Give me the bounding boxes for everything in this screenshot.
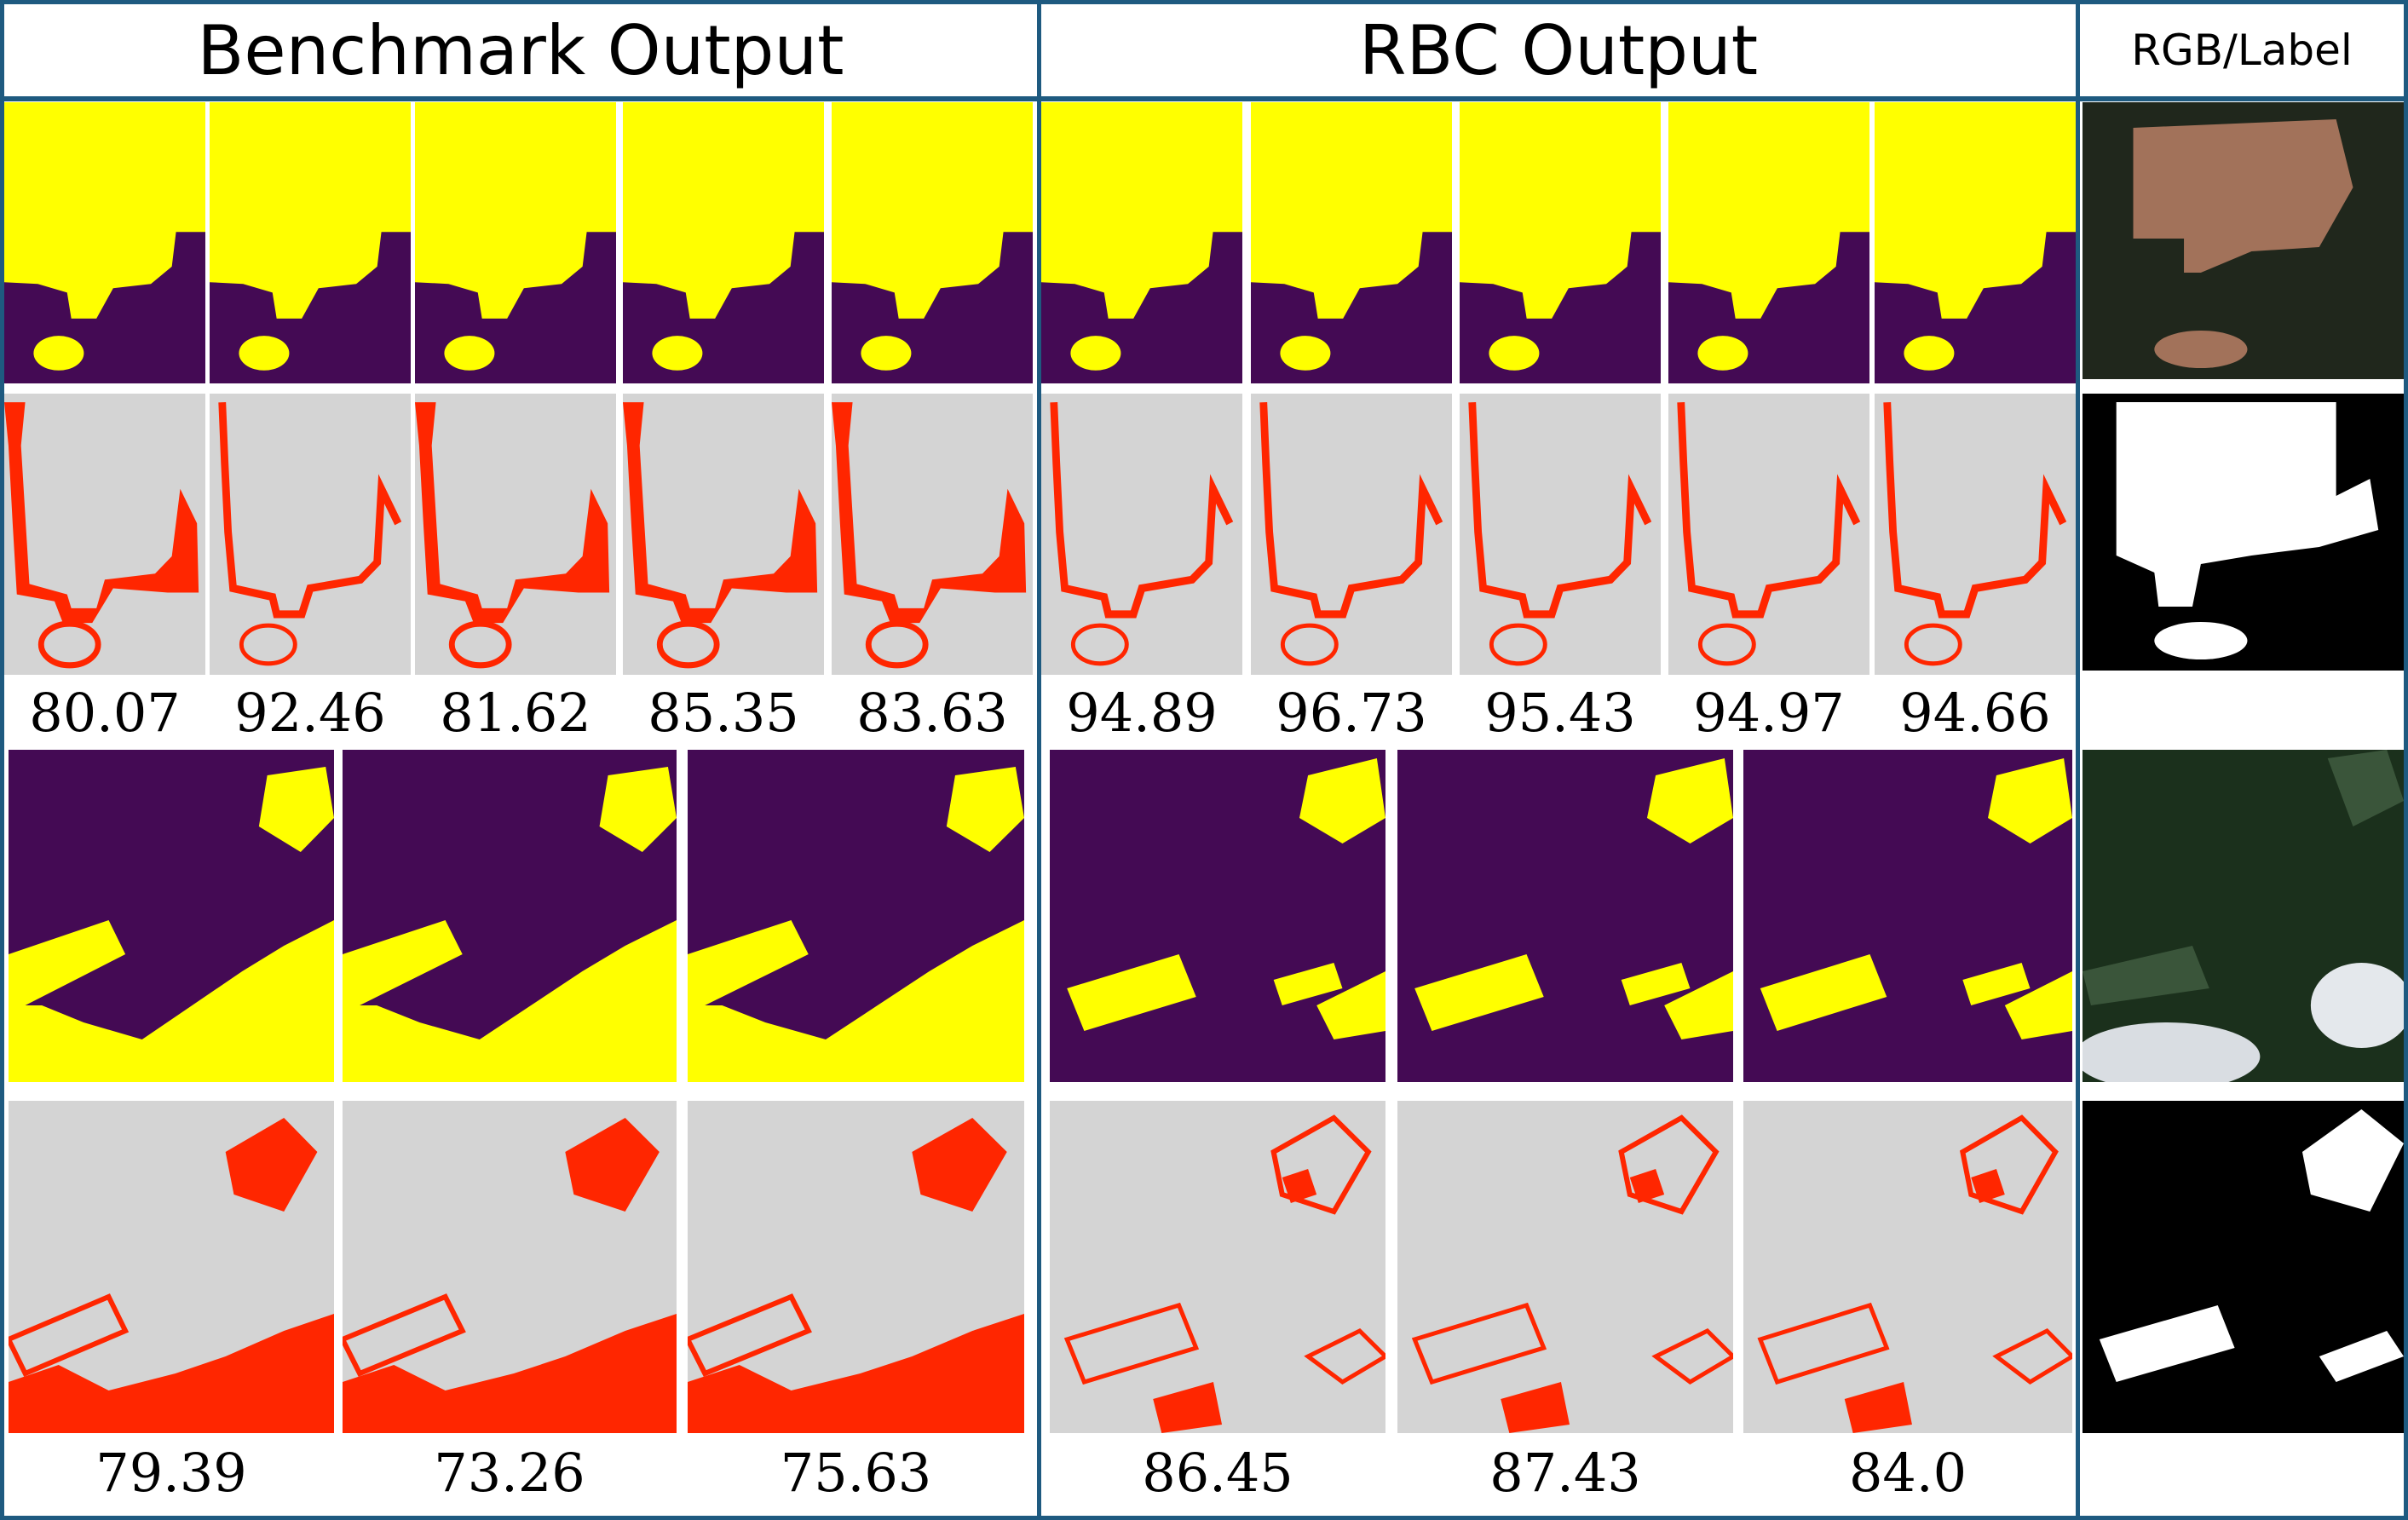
benchmark-s2-error-3 — [688, 1101, 1024, 1433]
header-divider — [0, 96, 2408, 101]
benchmark-s1-error-4 — [623, 394, 824, 675]
rbc-s1-prediction-3 — [1460, 102, 1661, 383]
rbc-s1-prediction-5 — [1875, 102, 2076, 383]
benchmark-s1-error-3 — [415, 394, 616, 675]
benchmark-s2-prediction-1 — [9, 750, 334, 1082]
benchmark-s2-score-1: 79.39 — [95, 1442, 247, 1504]
rbc-s1-score-1: 94.89 — [1066, 682, 1218, 744]
label-image-1 — [2083, 394, 2404, 671]
rbc-s1-score-2: 96.73 — [1276, 682, 1427, 744]
rbc-s1-score-4: 94.97 — [1693, 682, 1845, 744]
benchmark-s1-score-1: 80.07 — [29, 682, 181, 744]
benchmark-s1-prediction-5 — [832, 102, 1033, 383]
rbc-header: RBC Output — [1358, 10, 1759, 90]
benchmark-s2-prediction-2 — [343, 750, 677, 1082]
rbc-s2-prediction-1 — [1050, 750, 1385, 1082]
rgb-image-1 — [2083, 102, 2404, 379]
benchmark-s1-error-1 — [4, 394, 205, 675]
rbc-s2-error-1 — [1050, 1101, 1385, 1433]
rgb-image-2 — [2083, 750, 2404, 1082]
rbc-s1-error-2 — [1251, 394, 1452, 675]
benchmark-s2-score-3: 75.63 — [780, 1442, 932, 1504]
rbc-s2-score-1: 86.45 — [1142, 1442, 1293, 1504]
benchmark-s1-score-4: 85.35 — [648, 682, 799, 744]
benchmark-s2-prediction-3 — [688, 750, 1024, 1082]
benchmark-header: Benchmark Output — [197, 10, 844, 90]
rbc-s2-score-2: 87.43 — [1489, 1442, 1641, 1504]
benchmark-s1-prediction-1 — [4, 102, 205, 383]
benchmark-s1-error-5 — [832, 394, 1033, 675]
benchmark-s1-error-2 — [210, 394, 411, 675]
rbc-s2-error-2 — [1397, 1101, 1733, 1433]
benchmark-s2-error-1 — [9, 1101, 334, 1433]
rbc-s1-prediction-1 — [1041, 102, 1242, 383]
benchmark-s2-score-2: 73.26 — [434, 1442, 585, 1504]
benchmark-s1-prediction-3 — [415, 102, 616, 383]
reference-panel — [2076, 0, 2408, 1520]
rbc-s2-error-3 — [1743, 1101, 2072, 1433]
label-image-2 — [2083, 1101, 2404, 1433]
benchmark-s1-score-3: 81.62 — [440, 682, 591, 744]
rbc-s1-score-3: 95.43 — [1484, 682, 1636, 744]
benchmark-s1-prediction-2 — [210, 102, 411, 383]
reference-header: RGB/Label — [2131, 26, 2353, 75]
benchmark-s2-error-2 — [343, 1101, 677, 1433]
rbc-s1-error-3 — [1460, 394, 1661, 675]
rbc-s1-error-5 — [1875, 394, 2076, 675]
rbc-s2-prediction-2 — [1397, 750, 1733, 1082]
rbc-s1-prediction-2 — [1251, 102, 1452, 383]
benchmark-s1-score-5: 83.63 — [856, 682, 1008, 744]
rbc-s2-score-3: 84.0 — [1848, 1442, 1967, 1504]
rbc-s2-prediction-3 — [1743, 750, 2072, 1082]
benchmark-s1-score-2: 92.46 — [234, 682, 386, 744]
benchmark-s1-prediction-4 — [623, 102, 824, 383]
rbc-s1-error-4 — [1668, 394, 1869, 675]
rbc-s1-prediction-4 — [1668, 102, 1869, 383]
rbc-s1-error-1 — [1041, 394, 1242, 675]
rbc-s1-score-5: 94.66 — [1899, 682, 2051, 744]
